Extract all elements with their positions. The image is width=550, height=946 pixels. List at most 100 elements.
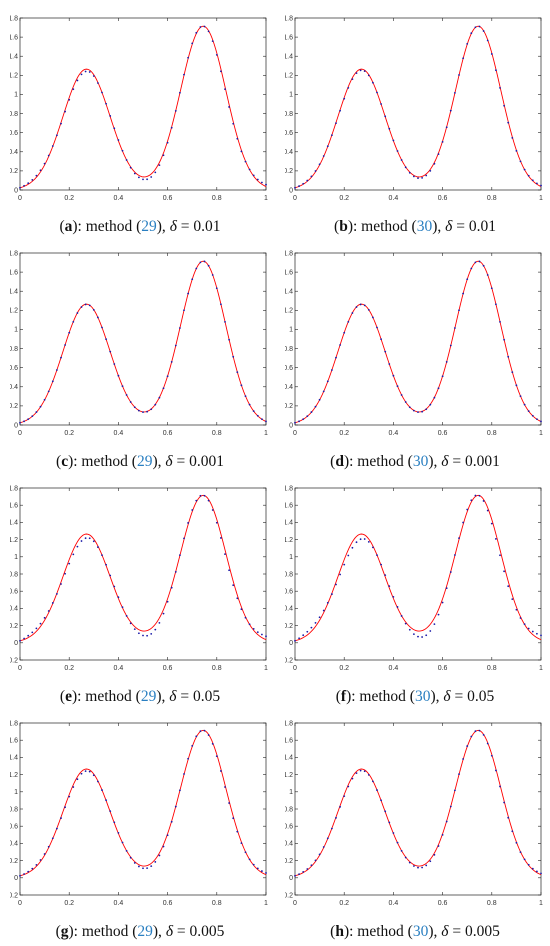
y-tick-label: -0.2 bbox=[285, 657, 293, 664]
x-tick-label: 1 bbox=[264, 430, 268, 437]
x-tick-label: 0.2 bbox=[64, 430, 74, 437]
x-tick-label: 0.8 bbox=[487, 430, 497, 437]
x-tick-label: 0.4 bbox=[114, 665, 124, 672]
y-tick-label: 1.6 bbox=[285, 738, 293, 745]
data-point bbox=[150, 408, 153, 411]
y-tick-label: 1.8 bbox=[10, 485, 18, 492]
data-point bbox=[64, 572, 66, 575]
data-point bbox=[486, 742, 489, 745]
data-point bbox=[449, 344, 452, 347]
data-point bbox=[339, 344, 341, 346]
data-point bbox=[60, 122, 62, 125]
data-point bbox=[162, 154, 165, 157]
y-tick-label: 0.4 bbox=[285, 384, 293, 391]
data-point bbox=[191, 744, 194, 747]
y-tick-label: 0.2 bbox=[285, 623, 293, 630]
data-point bbox=[154, 861, 157, 863]
data-point bbox=[421, 866, 423, 869]
data-point bbox=[244, 160, 247, 163]
data-point bbox=[503, 338, 505, 341]
data-point bbox=[449, 805, 452, 808]
data-point bbox=[215, 521, 218, 524]
data-point bbox=[396, 841, 399, 844]
data-point bbox=[27, 418, 30, 421]
y-tick-label: 1.8 bbox=[285, 485, 293, 492]
data-point bbox=[413, 175, 415, 178]
data-point bbox=[429, 630, 432, 632]
data-point bbox=[174, 805, 177, 808]
data-point bbox=[367, 74, 370, 77]
data-point bbox=[540, 634, 542, 637]
x-tick-label: 1 bbox=[264, 195, 268, 202]
x-tick-label: 0.2 bbox=[339, 665, 349, 672]
data-point bbox=[376, 91, 378, 94]
axes-box bbox=[19, 17, 267, 191]
data-point bbox=[404, 622, 407, 625]
data-point bbox=[129, 622, 132, 625]
data-point bbox=[298, 185, 300, 187]
y-tick-label: 0.4 bbox=[10, 149, 18, 156]
caption-letter: b bbox=[339, 218, 348, 235]
data-point bbox=[511, 830, 514, 833]
data-point bbox=[363, 70, 366, 73]
data-point bbox=[183, 309, 185, 312]
data-point bbox=[166, 834, 169, 837]
equation-ref-link[interactable]: 29 bbox=[137, 923, 153, 940]
data-point bbox=[441, 833, 444, 836]
data-point bbox=[474, 261, 477, 264]
data-point bbox=[183, 73, 185, 76]
series-dots-approx bbox=[19, 494, 267, 642]
data-point bbox=[314, 621, 317, 624]
x-tick-label: 0.8 bbox=[212, 430, 222, 437]
y-tick-label: 0.6 bbox=[10, 589, 18, 596]
data-point bbox=[515, 384, 518, 387]
data-point bbox=[363, 538, 366, 540]
equation-ref-link[interactable]: 30 bbox=[416, 218, 433, 235]
data-point bbox=[43, 162, 46, 165]
y-tick-label: 0.6 bbox=[285, 824, 293, 831]
data-point bbox=[499, 554, 501, 557]
data-point bbox=[121, 385, 124, 388]
data-point bbox=[511, 136, 514, 139]
data-point bbox=[294, 639, 296, 642]
data-point bbox=[519, 160, 522, 163]
data-point bbox=[462, 57, 464, 60]
caption-e: (e): method (29), δ = 0.05 bbox=[59, 688, 221, 705]
data-point bbox=[220, 537, 222, 539]
series-dots-approx bbox=[19, 729, 267, 877]
data-point bbox=[474, 26, 477, 29]
caption-h: (h): method (30), δ = 0.005 bbox=[330, 923, 500, 940]
data-point bbox=[408, 861, 411, 864]
data-point bbox=[252, 410, 255, 413]
data-point bbox=[51, 145, 54, 147]
equation-ref-link[interactable]: 29 bbox=[141, 218, 157, 235]
equation-ref-link[interactable]: 29 bbox=[136, 453, 153, 470]
chart-panel-a: 0 0.2 0.4 0.6 0.8 1 1.2 1.4 1.6 1.8 0 0.2 0.4 0.6 0.8 1… bbox=[10, 10, 270, 240]
data-point bbox=[351, 78, 354, 81]
equation-ref-link[interactable]: 30 bbox=[412, 923, 429, 940]
data-point bbox=[396, 385, 399, 388]
x-tick-label: 1 bbox=[539, 430, 543, 437]
plot-b: 0 0.2 0.4 0.6 0.8 1 1.2 1.4 1.6 1.8 0 0.2 0.4 0.6 0.8 1 bbox=[285, 15, 543, 202]
x-tick-label: 0.4 bbox=[389, 665, 399, 672]
data-point bbox=[474, 730, 477, 733]
data-point bbox=[72, 553, 75, 556]
series-line-exact bbox=[19, 25, 267, 189]
data-point bbox=[265, 420, 267, 423]
data-point bbox=[162, 845, 165, 848]
data-point bbox=[482, 264, 485, 267]
data-point bbox=[220, 70, 222, 73]
data-point bbox=[363, 304, 366, 307]
equation-ref-link[interactable]: 30 bbox=[412, 453, 429, 470]
series-line-exact bbox=[19, 260, 267, 424]
data-point bbox=[256, 178, 259, 181]
x-tick-label: 0.2 bbox=[64, 195, 74, 202]
data-point bbox=[261, 418, 263, 420]
data-point bbox=[133, 628, 136, 631]
data-point bbox=[35, 174, 38, 177]
data-point bbox=[97, 316, 99, 319]
equation-ref-link[interactable]: 30 bbox=[414, 688, 431, 705]
equation-ref-link[interactable]: 29 bbox=[140, 688, 157, 705]
data-point bbox=[306, 179, 309, 182]
data-point bbox=[56, 134, 58, 137]
